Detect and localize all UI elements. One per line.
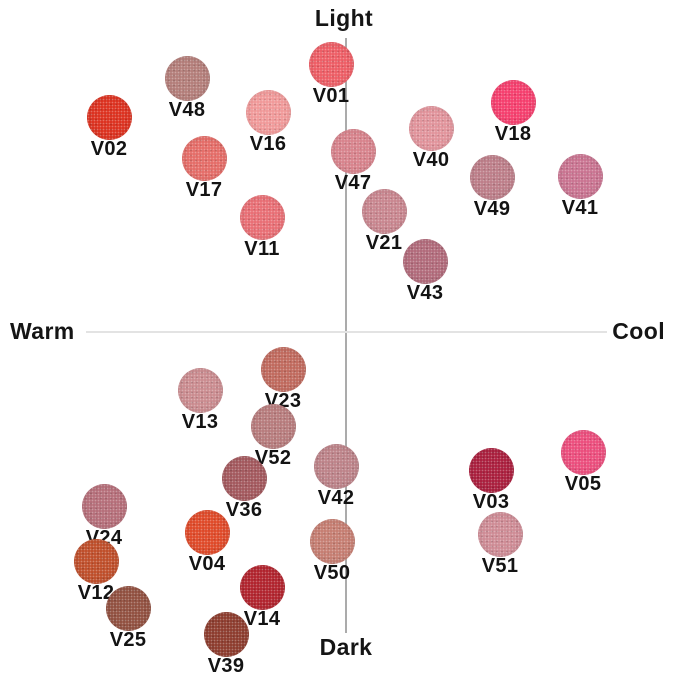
swatch-label-V18: V18 [494, 123, 532, 145]
swatch-label-V01: V01 [312, 85, 350, 107]
axis-label-light: Light [314, 5, 374, 31]
swatch-dot-V49 [469, 154, 515, 200]
swatch-label-V49: V49 [473, 198, 511, 220]
swatch-dot-V02 [86, 94, 132, 140]
swatch-dot-V14 [239, 564, 285, 610]
swatch-dot-V12 [73, 538, 119, 584]
axis-label-dark: Dark [319, 634, 373, 660]
swatch-label-V14: V14 [243, 608, 281, 630]
swatch-dot-V13 [177, 367, 223, 413]
swatch-dot-V24 [81, 483, 127, 529]
swatch-label-V41: V41 [561, 197, 599, 219]
swatch-dot-V18 [490, 79, 536, 125]
swatch-dot-V21 [361, 188, 407, 234]
swatch-label-V39: V39 [207, 655, 245, 677]
swatch-label-V51: V51 [481, 555, 519, 577]
swatch-dot-V11 [239, 194, 285, 240]
swatch-dot-V47 [330, 128, 376, 174]
swatch-label-V21: V21 [365, 232, 403, 254]
swatch-label-V11: V11 [244, 238, 280, 260]
swatch-label-V25: V25 [109, 629, 147, 651]
swatch-dot-V52 [250, 403, 296, 449]
swatch-label-V12: V12 [77, 582, 115, 604]
swatch-dot-V17 [181, 135, 227, 181]
swatch-label-V48: V48 [168, 99, 206, 121]
swatch-label-V40: V40 [412, 149, 450, 171]
swatch-dot-V16 [245, 89, 291, 135]
swatch-label-V13: V13 [181, 411, 219, 433]
swatch-label-V36: V36 [225, 499, 263, 521]
swatch-dot-V01 [308, 41, 354, 87]
swatch-label-V02: V02 [90, 138, 128, 160]
swatch-dot-V40 [408, 105, 454, 151]
swatch-label-V16: V16 [249, 133, 287, 155]
axis-label-cool: Cool [612, 318, 665, 344]
swatch-dot-V51 [477, 511, 523, 557]
swatch-label-V47: V47 [334, 172, 372, 194]
swatch-dot-V43 [402, 238, 448, 284]
swatch-dot-V05 [560, 429, 606, 475]
vertical-axis-line [345, 38, 347, 633]
axis-label-warm: Warm [10, 318, 75, 344]
swatch-label-V17: V17 [185, 179, 223, 201]
swatch-label-V50: V50 [313, 562, 351, 584]
swatch-dot-V50 [309, 518, 355, 564]
swatch-dot-V41 [557, 153, 603, 199]
swatch-dot-V42 [313, 443, 359, 489]
swatch-label-V52: V52 [254, 447, 292, 469]
swatch-dot-V23 [260, 346, 306, 392]
swatch-dot-V25 [105, 585, 151, 631]
swatch-dot-V04 [184, 509, 230, 555]
horizontal-axis-line [86, 331, 607, 333]
swatch-label-V04: V04 [188, 553, 226, 575]
swatch-label-V03: V03 [472, 491, 510, 513]
swatch-dot-V39 [203, 611, 249, 657]
swatch-label-V42: V42 [317, 487, 355, 509]
swatch-dot-V48 [164, 55, 210, 101]
swatch-dot-V03 [468, 447, 514, 493]
swatch-label-V05: V05 [564, 473, 602, 495]
swatch-dot-V36 [221, 455, 267, 501]
swatch-label-V43: V43 [406, 282, 444, 304]
